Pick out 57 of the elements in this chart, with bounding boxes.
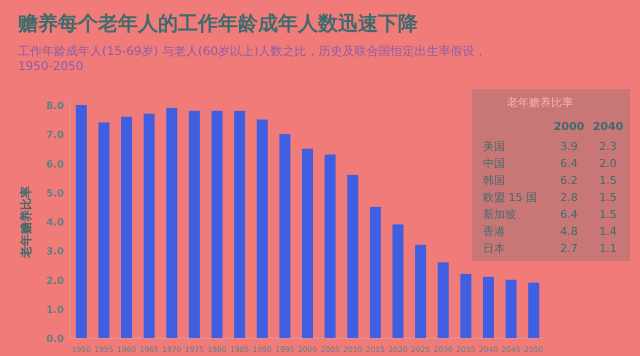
- text: 老年赡养比率: [507, 96, 573, 109]
- category-label: 香港: [483, 225, 505, 238]
- data-label: 2.7: [560, 242, 578, 255]
- text: 2040: [592, 120, 624, 133]
- bar: [528, 282, 540, 338]
- chart-title: 赡养每个老年人的工作年龄成年人数迅速下降: [17, 11, 419, 35]
- bar: [188, 110, 200, 338]
- y-tick-label: 3.0: [46, 246, 64, 258]
- bar: [121, 116, 132, 338]
- bar: [279, 134, 290, 338]
- bar: [415, 244, 426, 338]
- bar: [144, 114, 155, 338]
- bar: [506, 280, 517, 338]
- data-label: 1.5: [599, 208, 617, 221]
- y-tick-label: 8.0: [46, 101, 64, 112]
- category-label: 美国: [483, 140, 505, 153]
- data-label: 2.3: [599, 140, 617, 153]
- category-label: 欧盟 15 国: [483, 191, 537, 204]
- data-label: 4.8: [560, 225, 578, 238]
- bar: [347, 174, 358, 338]
- bar: [302, 148, 313, 338]
- data-label: 6.2: [560, 174, 578, 187]
- category-label: 日本: [483, 242, 505, 255]
- y-tick-label: 0.0: [46, 334, 64, 345]
- bar: [76, 105, 87, 338]
- series-label: 2000: [554, 120, 585, 133]
- y-axis-title: 老年赡养比率: [19, 186, 33, 259]
- bar: [212, 110, 223, 338]
- bar: [370, 206, 381, 338]
- data-label: 2.0: [599, 157, 617, 170]
- category-label: 中国: [483, 157, 505, 170]
- data-label: 1.5: [599, 174, 617, 187]
- bar: [166, 108, 178, 338]
- y-tick-label: 2.0: [46, 276, 64, 287]
- y-tick-label: 6.0: [46, 159, 64, 170]
- y-tick-label: 4.0: [46, 218, 64, 228]
- y-tick-label: 7.0: [46, 130, 64, 142]
- bar: [392, 224, 404, 338]
- y-tick-label: 5.0: [46, 188, 64, 200]
- bar: [438, 262, 449, 338]
- data-label: 1.4: [599, 225, 617, 238]
- category-label: 韩国: [483, 174, 505, 187]
- bar: [324, 154, 336, 338]
- data-label: 6.4: [560, 157, 578, 170]
- data-label: 3.9: [560, 140, 578, 153]
- data-label: 1.5: [599, 191, 617, 204]
- bar: [460, 274, 472, 338]
- bar: [234, 110, 246, 338]
- y-tick-label: 1.0: [46, 304, 64, 316]
- bar: [482, 276, 494, 338]
- data-label: 2.8: [560, 191, 578, 204]
- bar: [98, 122, 110, 338]
- data-label: 6.4: [560, 208, 578, 221]
- bar: [256, 120, 268, 338]
- data-label: 1.1: [599, 242, 617, 255]
- chart-subtitle: 工作年龄成年人(15-69岁) 与老人(60岁以上)人数之比，历史及联合国恒定出生率假设，1950-2050: [18, 44, 487, 73]
- category-label: 新加坡: [483, 208, 516, 221]
